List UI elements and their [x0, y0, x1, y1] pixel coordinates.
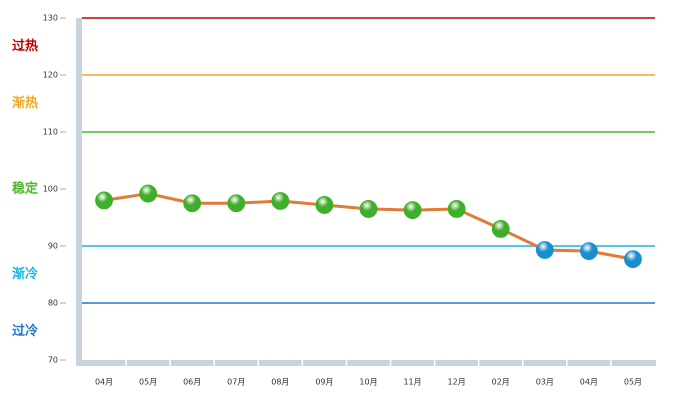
y-tick-label: 120: [43, 71, 58, 80]
x-tick-label: 12月: [448, 378, 466, 387]
x-tick-label: 07月: [227, 378, 245, 387]
y-tick-label: 90: [48, 242, 58, 251]
marker: [139, 184, 158, 203]
x-axis-bar: [76, 360, 656, 366]
zone-label: 渐冷: [12, 266, 38, 282]
x-tick-label: 09月: [315, 378, 333, 387]
marker: [359, 200, 378, 218]
marker: [315, 196, 334, 214]
zone-label: 过热: [12, 38, 38, 54]
x-tick-label: 04月: [95, 378, 113, 387]
zone-label: 稳定: [12, 181, 38, 197]
marker: [624, 250, 642, 269]
y-tick-label: 130: [43, 14, 58, 23]
x-tick-label: 05月: [624, 378, 642, 387]
y-tick-label: 100: [43, 185, 58, 194]
y-tick-label: 110: [43, 128, 58, 137]
marker: [403, 201, 422, 219]
x-tick-label: 06月: [183, 378, 201, 387]
zone-label: 渐热: [12, 95, 38, 111]
marker: [183, 194, 202, 213]
y-tick-label: 70: [48, 356, 58, 365]
x-tick-label: 03月: [536, 378, 554, 387]
x-tick-label: 02月: [492, 378, 510, 387]
y-tick-label: 80: [48, 299, 58, 308]
marker: [95, 191, 113, 210]
x-tick-label: 08月: [271, 378, 289, 387]
marker: [579, 242, 598, 261]
marker: [447, 200, 466, 218]
x-tick-label: 11月: [403, 378, 421, 387]
marker: [271, 192, 290, 210]
marker: [227, 194, 246, 213]
marker: [491, 219, 510, 238]
x-tick-label: 05月: [139, 378, 157, 387]
x-tick-label: 04月: [580, 378, 598, 387]
x-tick-label: 10月: [359, 378, 377, 387]
marker: [535, 241, 554, 259]
y-axis-bar: [76, 18, 82, 366]
zone-label: 过冷: [12, 323, 38, 339]
